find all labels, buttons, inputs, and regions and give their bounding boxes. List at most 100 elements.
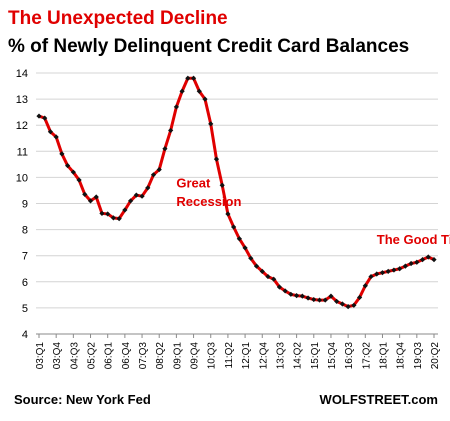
x-tick-label: 10:Q3 <box>207 342 218 370</box>
data-point <box>47 129 54 135</box>
data-point <box>431 257 437 263</box>
chart-subtitle: % of Newly Delinquent Credit Card Balanc… <box>8 36 409 57</box>
data-point <box>236 236 242 242</box>
y-tick-label: 9 <box>22 199 28 211</box>
annotation-text: Great <box>176 175 211 190</box>
x-tick-label: 12:Q1 <box>241 342 252 370</box>
data-point <box>368 273 374 280</box>
data-point <box>328 293 334 299</box>
data-point <box>76 177 82 183</box>
data-point <box>379 270 386 276</box>
data-point <box>408 260 414 267</box>
x-axis: 03:Q1 03:Q4 04:Q3 05:Q2 06:Q1 06:Q4 07:Q3 08:Q2… <box>35 333 441 370</box>
x-tick-label: 15:Q1 <box>310 342 321 370</box>
x-tick-label: 11:Q2 <box>224 342 235 369</box>
credit-note: WOLFSTREET.com <box>320 392 438 407</box>
x-tick-label: 09:Q4 <box>190 342 201 370</box>
x-tick-label: 18:Q4 <box>396 342 407 370</box>
data-point <box>208 121 214 127</box>
data-point <box>414 259 420 265</box>
y-tick-label: 6 <box>22 277 28 289</box>
annotation-text: Recession <box>176 194 241 209</box>
data-point <box>53 134 59 140</box>
data-point <box>265 273 271 280</box>
data-point <box>110 215 117 221</box>
x-tick-label: 20:Q2 <box>430 342 441 370</box>
data-series <box>36 75 437 310</box>
data-point <box>391 267 397 273</box>
y-tick-label: 14 <box>16 68 28 80</box>
y-tick-label: 11 <box>17 146 28 158</box>
data-point <box>65 163 71 169</box>
y-tick-label: 10 <box>16 172 28 184</box>
series-line <box>38 76 435 309</box>
data-point <box>82 191 88 197</box>
data-point <box>179 88 185 94</box>
data-point <box>150 172 157 178</box>
y-tick-label: 4 <box>22 329 28 341</box>
data-point <box>202 96 208 102</box>
data-point <box>334 298 340 304</box>
data-point <box>213 156 220 162</box>
annotations: Great Recession The Good Times <box>176 175 450 247</box>
data-point <box>305 295 311 301</box>
y-tick-label: 8 <box>22 225 28 237</box>
data-point <box>362 283 368 289</box>
y-axis: 4 5 6 7 8 9 10 11 12 13 14 <box>16 68 28 341</box>
data-point <box>339 301 346 307</box>
x-tick-label: 05:Q2 <box>87 342 98 370</box>
data-point <box>156 166 162 173</box>
data-point <box>127 198 134 204</box>
data-point <box>288 291 294 297</box>
x-tick-label: 04:Q3 <box>69 342 80 370</box>
data-point <box>351 302 357 308</box>
y-tick-label: 13 <box>16 94 28 106</box>
data-point <box>59 151 65 157</box>
x-tick-label: 17:Q2 <box>361 342 372 370</box>
data-point <box>190 75 197 81</box>
data-point <box>248 255 254 261</box>
data-point <box>162 146 168 152</box>
data-point <box>105 211 111 217</box>
data-point <box>122 207 128 213</box>
data-point <box>316 297 323 303</box>
data-point <box>139 193 145 199</box>
data-point <box>322 297 328 303</box>
x-tick-label: 19:Q3 <box>413 342 424 370</box>
x-tick-label: 12:Q4 <box>258 342 269 370</box>
x-tick-label: 03:Q4 <box>52 342 63 370</box>
x-tick-label: 16:Q3 <box>344 342 355 370</box>
data-point <box>425 254 431 260</box>
data-point <box>356 294 363 301</box>
data-point <box>145 185 151 191</box>
data-point <box>345 303 351 310</box>
data-point <box>133 192 139 198</box>
x-tick-label: 06:Q4 <box>121 342 132 370</box>
data-point <box>168 127 174 134</box>
x-tick-label: 14:Q2 <box>293 342 304 370</box>
x-tick-label: 03:Q1 <box>35 342 46 370</box>
data-point <box>196 88 202 94</box>
data-point <box>116 216 122 222</box>
data-point <box>42 115 48 121</box>
grid-lines <box>36 72 438 335</box>
data-point <box>231 224 237 230</box>
data-point <box>99 210 105 217</box>
x-tick-label: 15:Q4 <box>327 342 338 370</box>
source-note: Source: New York Fed <box>14 392 151 407</box>
data-point <box>282 288 288 294</box>
y-tick-label: 12 <box>16 120 28 132</box>
y-tick-label: 5 <box>22 303 28 315</box>
data-point <box>219 182 225 188</box>
data-point <box>276 284 283 290</box>
x-tick-label: 18:Q1 <box>378 342 389 370</box>
x-tick-label: 13:Q3 <box>275 342 286 370</box>
data-point <box>419 257 426 263</box>
data-point <box>402 263 408 269</box>
data-point <box>259 268 265 274</box>
data-point <box>93 194 99 200</box>
data-point <box>374 271 380 277</box>
annotation-text: The Good Times <box>377 232 450 247</box>
data-point <box>253 263 260 269</box>
